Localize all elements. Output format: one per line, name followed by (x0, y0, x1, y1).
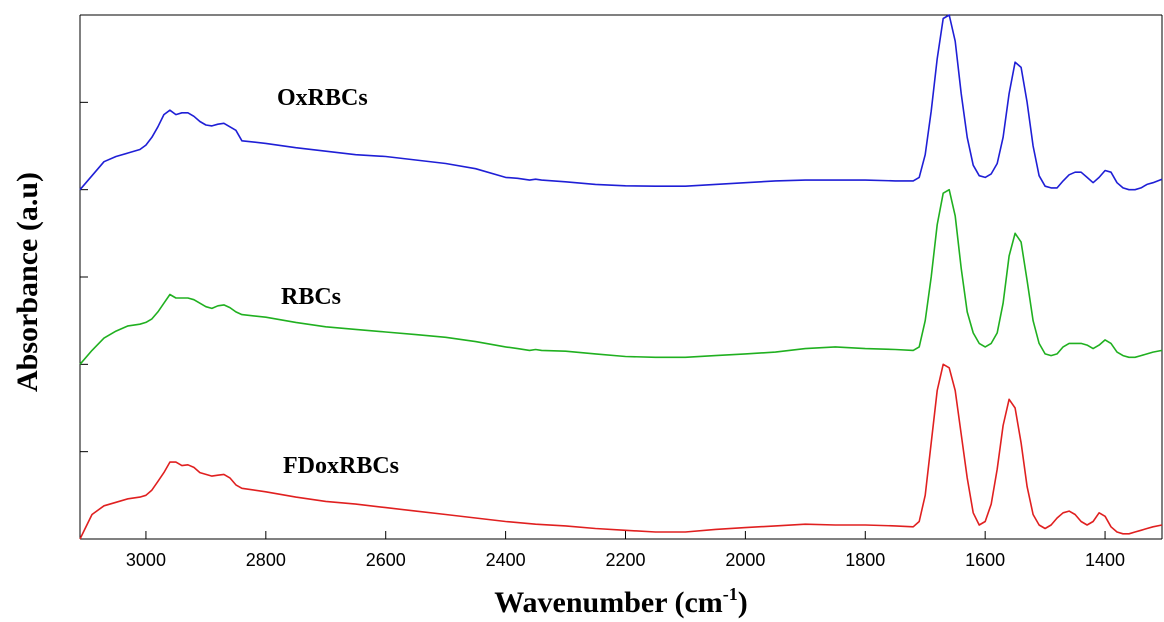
x-tick-label: 2000 (725, 550, 765, 570)
series-label-fdoxrbcs: FDoxRBCs (283, 453, 399, 479)
y-axis-ticks (80, 14, 88, 453)
x-axis-title-superscript: -1 (723, 584, 738, 604)
x-tick-label: 1800 (845, 550, 885, 570)
series-line-fdoxrbcs (79, 363, 1163, 540)
x-axis-title-tail: ) (738, 586, 748, 619)
y-axis-title: Absorbance (a.u) (11, 172, 44, 392)
x-tick-label: 1400 (1085, 550, 1125, 570)
x-axis-title-main: Wavenumber (cm (494, 586, 723, 619)
series-label-rbcs: RBCs (281, 284, 341, 310)
x-tick-label: 1600 (965, 550, 1005, 570)
series-line-oxrbcs (79, 14, 1163, 191)
x-axis-ticks: 3000 2800 2600 2400 2200 2000 1800 1600 1400 (126, 531, 1125, 570)
x-tick-label: 2400 (486, 550, 526, 570)
x-tick-label: 3000 (126, 550, 166, 570)
series-lines (79, 14, 1163, 540)
x-tick-label: 2800 (246, 550, 286, 570)
x-tick-label: 2200 (605, 550, 645, 570)
series-line-rbcs (79, 188, 1163, 365)
series-labels: OxRBCs RBCs FDoxRBCs (277, 85, 399, 479)
plot-frame (79, 14, 1163, 540)
series-label-oxrbcs: OxRBCs (277, 85, 368, 111)
x-axis-title: Wavenumber (cm-1) (494, 584, 748, 619)
x-tick-label: 2600 (366, 550, 406, 570)
